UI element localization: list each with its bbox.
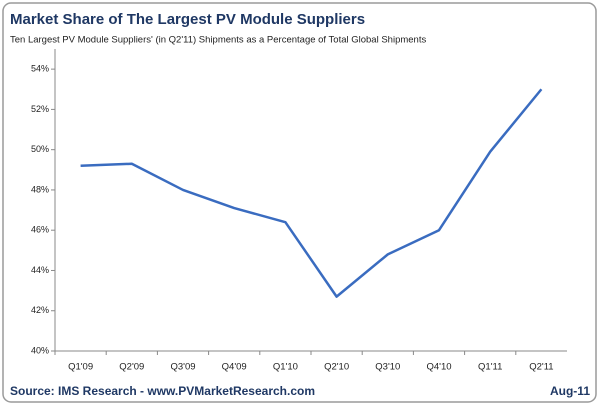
x-tick-label: Q1'11 — [478, 362, 502, 373]
chart-title: Market Share of The Largest PV Module Su… — [10, 11, 365, 28]
y-tick-label: 42% — [31, 305, 49, 315]
y-tick-label: 52% — [31, 104, 49, 114]
x-tick-label: Q1'10 — [273, 362, 298, 373]
x-tick-label: Q4'09 — [222, 362, 247, 373]
x-tick-label: Q3'09 — [170, 362, 195, 373]
x-tick-label: Q4'10 — [426, 362, 451, 373]
y-tick-label: 44% — [31, 265, 49, 275]
x-tick-label: Q2'09 — [119, 362, 144, 373]
y-tick-label: 54% — [31, 64, 49, 74]
series-line — [80, 88, 543, 298]
x-tick-label: Q2'11 — [529, 362, 553, 373]
x-tick-label: Q3'10 — [375, 362, 400, 373]
y-tick-label: 48% — [31, 184, 49, 194]
frame — [2, 2, 597, 403]
x-tick-label: Q2'10 — [324, 362, 349, 373]
y-tick-label: 40% — [31, 345, 49, 355]
y-tick-label: 50% — [31, 144, 49, 154]
x-tick-label: Q1'09 — [68, 362, 93, 373]
y-tick-label: 46% — [31, 225, 49, 235]
date: Aug-11 — [550, 384, 590, 398]
chart-subtitle: Ten Largest PV Module Suppliers' (in Q2'… — [10, 35, 426, 46]
source: Source: IMS Research - www.PVMarketResea… — [10, 384, 315, 398]
